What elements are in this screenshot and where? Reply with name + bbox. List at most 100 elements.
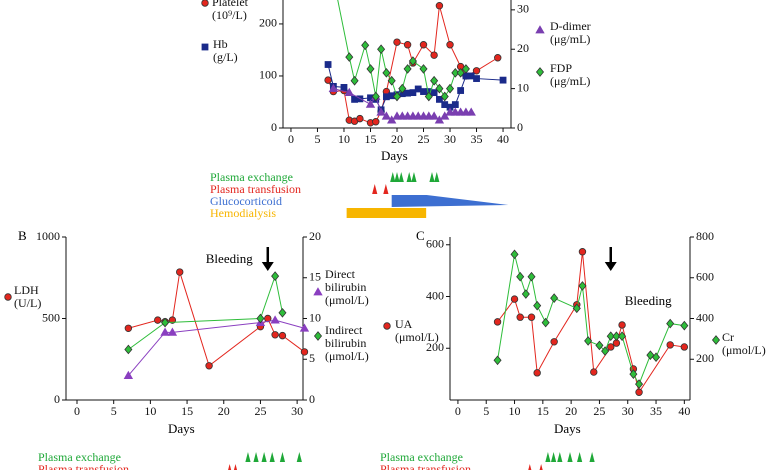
y2-tick-label: 200: [696, 351, 714, 365]
data-point: [578, 281, 587, 291]
treatment-marker: [245, 452, 251, 462]
data-point: [440, 91, 449, 102]
data-point: [408, 56, 417, 66]
treatment-marker: [228, 464, 232, 470]
treatment-marker: [528, 464, 532, 470]
treatment-label: Plasma transfusion: [210, 182, 301, 196]
y2-tick-label: 10: [309, 310, 321, 324]
data-point: [435, 83, 444, 94]
series: [337, 0, 470, 102]
legend-marker: [711, 335, 721, 345]
data-point: [494, 54, 502, 62]
series-line: [337, 0, 467, 99]
data-point: [590, 368, 598, 376]
legend-label: Platelet (10⁹/L): [212, 0, 248, 22]
data-point: [635, 379, 644, 389]
legend-label: Direct bilirubin (μmol/L): [325, 267, 369, 307]
data-point: [618, 331, 627, 342]
legend-label: Hb (g/L): [213, 37, 238, 64]
series: [493, 248, 689, 396]
legend-label: LDH (U/L): [14, 283, 42, 310]
annotation-text: Bleeding: [205, 251, 253, 266]
y-tick-label: 400: [426, 288, 444, 302]
data-point: [382, 68, 391, 78]
x-tick-label: 35: [471, 132, 483, 146]
series-line: [497, 254, 685, 386]
data-point: [376, 107, 386, 116]
treatment-marker: [296, 452, 302, 462]
data-point: [154, 316, 162, 324]
data-point: [356, 114, 364, 123]
treatment-marker: [539, 464, 543, 470]
data-point: [324, 76, 332, 84]
data-point: [430, 51, 438, 59]
data-point: [457, 87, 465, 94]
legend-marker: [313, 287, 323, 296]
legend-marker: [535, 25, 545, 34]
data-point: [527, 271, 536, 282]
x-axis-label: Days: [168, 421, 195, 436]
data-point: [124, 344, 133, 355]
legend-label: Indirect bilirubin (μmol/L): [325, 323, 369, 363]
x-tick-label: 20: [391, 132, 403, 146]
data-point: [510, 295, 519, 303]
data-point: [680, 343, 689, 351]
y2-tick-label: 0: [309, 392, 315, 406]
annotation-arrowhead: [261, 262, 274, 271]
x-tick-label: 0: [288, 132, 294, 146]
data-point: [344, 87, 354, 96]
treatment-marker: [233, 464, 238, 470]
legend-label: Cr (μmol/L): [722, 330, 766, 357]
x-tick-label: 10: [509, 404, 521, 418]
data-point: [350, 75, 359, 86]
legend-label: UA (μmol/L): [395, 317, 439, 344]
y2-tick-label: 800: [696, 229, 714, 243]
x-tick-label: 15: [364, 132, 376, 146]
series-line: [127, 319, 305, 376]
treatment-label: Plasma exchange: [380, 450, 463, 464]
y2-tick-label: 20: [309, 229, 321, 243]
x-tick-label: 30: [622, 404, 634, 418]
y2-tick-label: 20: [517, 41, 529, 55]
data-point: [123, 370, 134, 379]
data-point: [666, 341, 674, 349]
x-tick-label: 0: [74, 404, 80, 418]
data-point: [533, 300, 542, 311]
y-tick-label: 600: [426, 237, 444, 251]
series: [123, 315, 309, 379]
data-point: [473, 75, 480, 82]
data-point: [403, 41, 412, 49]
data-point: [387, 115, 397, 124]
y2-tick-label: 5: [309, 351, 315, 365]
x-tick-label: 5: [111, 404, 117, 418]
legend-marker: [535, 67, 545, 77]
data-point: [572, 303, 581, 314]
legend-marker: [201, 43, 209, 51]
data-point: [451, 68, 460, 78]
x-tick-label: 40: [678, 404, 690, 418]
data-point: [371, 91, 380, 102]
x-tick-label: 5: [314, 132, 320, 146]
data-point: [446, 83, 455, 94]
x-tick-label: 30: [444, 132, 456, 146]
data-point: [434, 115, 445, 124]
data-point: [629, 369, 638, 379]
y2-tick-label: 0: [517, 120, 523, 134]
data-point: [300, 348, 309, 356]
series: [124, 271, 287, 355]
data-point: [328, 83, 339, 93]
y-tick-label: 200: [259, 16, 277, 30]
data-point: [271, 331, 279, 339]
data-point: [466, 107, 476, 116]
series-line: [128, 274, 283, 350]
data-point: [419, 41, 428, 49]
x-tick-label: 15: [181, 404, 193, 418]
x-tick-label: 25: [418, 132, 430, 146]
data-point: [550, 293, 559, 303]
treatment-marker: [406, 172, 412, 182]
treatment-period: [346, 208, 427, 218]
treatment-marker: [394, 172, 400, 182]
data-point: [419, 64, 428, 74]
data-point: [606, 331, 615, 342]
